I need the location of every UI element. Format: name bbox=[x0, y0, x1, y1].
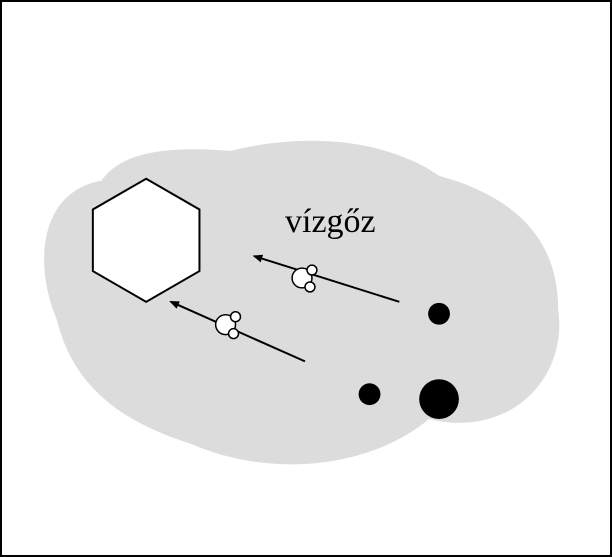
diagram-frame: vízgőz bbox=[0, 0, 612, 557]
hydrogen-atom-0 bbox=[307, 265, 317, 275]
hydrogen-atom-1 bbox=[229, 329, 239, 339]
soot-particle-1 bbox=[359, 383, 381, 405]
cloud-blob bbox=[44, 141, 559, 465]
soot-particle-2 bbox=[419, 379, 459, 419]
vapor-label: vízgőz bbox=[285, 203, 376, 241]
diagram-svg bbox=[2, 2, 610, 555]
hydrogen-atom-0 bbox=[231, 312, 241, 322]
soot-particle-0 bbox=[428, 303, 450, 325]
hydrogen-atom-1 bbox=[305, 282, 315, 292]
